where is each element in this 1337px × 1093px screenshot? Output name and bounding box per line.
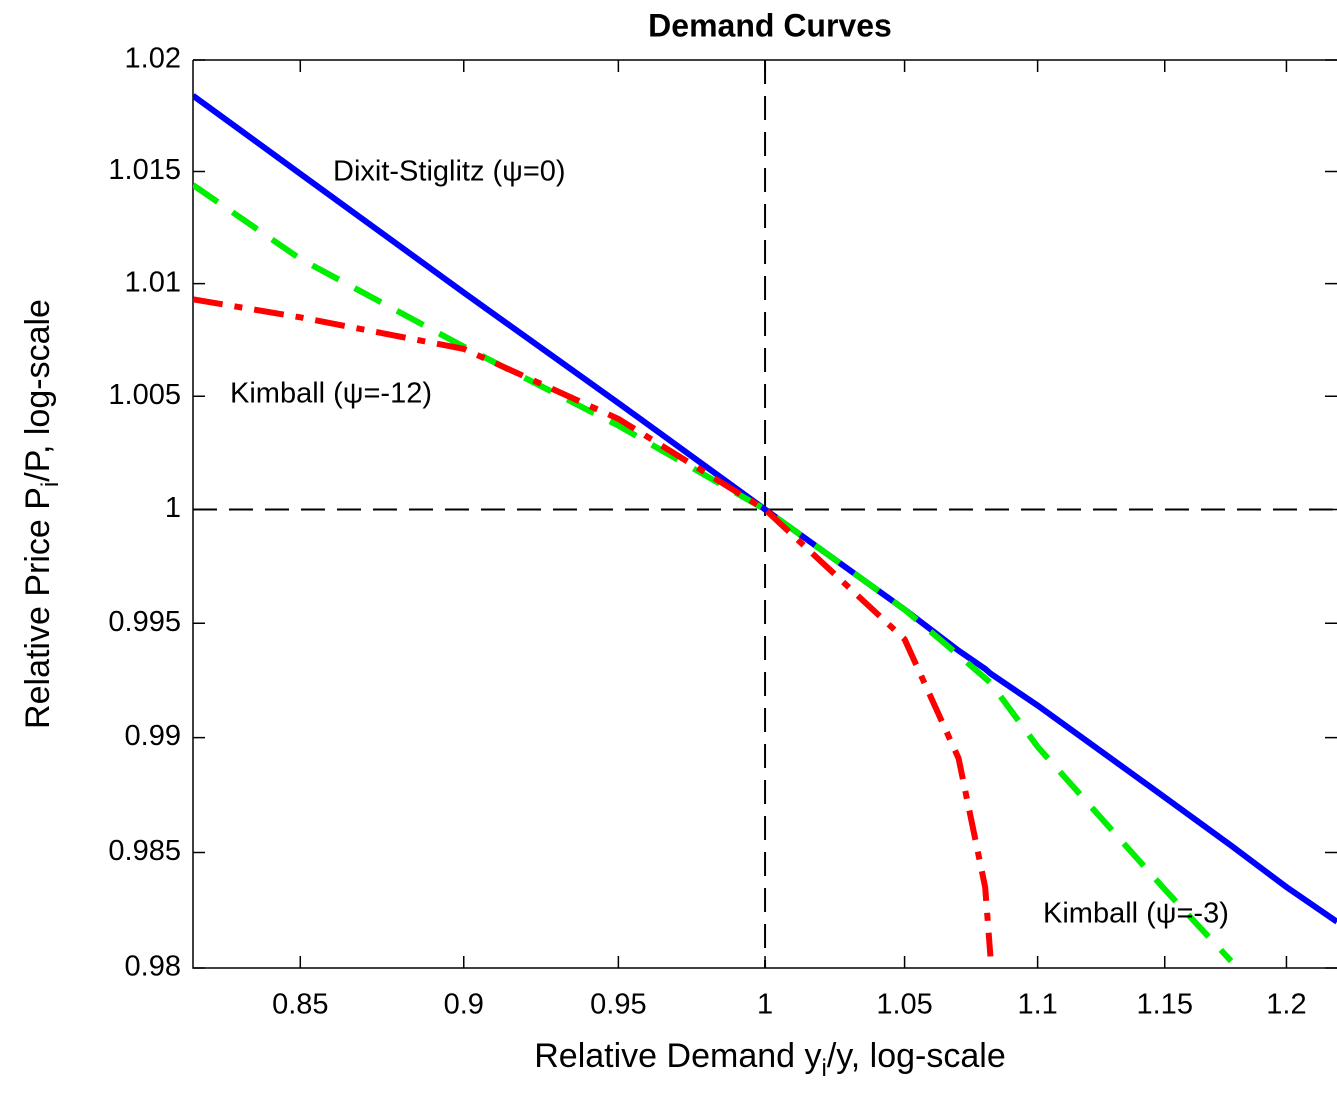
y-tick-label: 0.995 [108, 606, 181, 638]
y-tick-label: 1.01 [125, 266, 181, 298]
x-label-part: Relative Demand y [534, 1037, 821, 1075]
x-tick-label: 1.15 [1137, 989, 1193, 1021]
x-tick-label: 1.2 [1266, 989, 1306, 1021]
y-tick-label: 1.02 [125, 43, 181, 75]
y-tick-label: 1 [165, 492, 181, 524]
series-line [193, 93, 1337, 925]
x-tick-label: 1.05 [876, 989, 932, 1021]
y-label-part: i [37, 482, 64, 487]
y-tick-label: 0.985 [108, 835, 181, 867]
x-label-part: i [822, 1055, 827, 1082]
x-tick-label: 0.9 [444, 989, 484, 1021]
y-axis-label: Relative Price Pi/P, log-scale [19, 299, 64, 729]
y-label-part: Relative Price P [19, 487, 57, 729]
y-tick-label: 0.98 [125, 951, 181, 983]
x-tick-label: 0.85 [272, 989, 328, 1021]
x-label-part: /y, log-scale [827, 1037, 1006, 1075]
x-tick-label: 0.95 [590, 989, 646, 1021]
y-tick-label: 0.99 [125, 720, 181, 752]
curve-label: Kimball (ψ=-12) [230, 378, 432, 410]
y-label-part: /P, log-scale [19, 299, 57, 482]
y-tick-label: 1.005 [108, 379, 181, 411]
x-tick-label: 1.1 [1017, 989, 1057, 1021]
x-tick-label: 1 [757, 989, 773, 1021]
curve-label: Dixit-Stiglitz (ψ=0) [333, 156, 566, 188]
x-axis-label: Relative Demand yi/y, log-scale [534, 1037, 1005, 1082]
y-tick-label: 1.015 [108, 154, 181, 186]
series-line [193, 182, 1234, 964]
chart-title: Demand Curves [648, 7, 892, 43]
curve-label: Kimball (ψ=-3) [1043, 898, 1229, 930]
